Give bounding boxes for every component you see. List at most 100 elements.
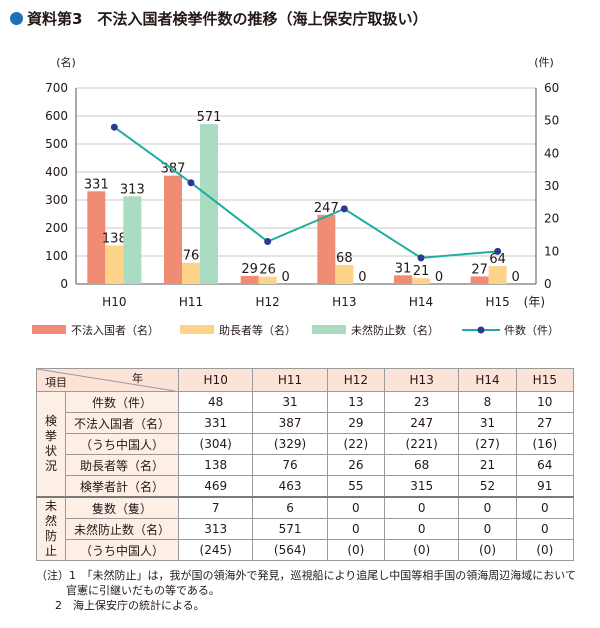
bar: [123, 196, 142, 284]
table-cell: (564): [252, 539, 328, 561]
table-row-label: 検挙者計（名）: [65, 475, 179, 498]
bar-data-label: 0: [282, 270, 290, 285]
legend-swatch-illegal-entrants: [32, 325, 66, 334]
bar-data-label: 21: [413, 264, 430, 279]
table-corner: 年 項目: [36, 368, 179, 392]
table-row-label: 隻数（隻）: [65, 496, 179, 519]
y-left-tick-label: 300: [45, 193, 68, 207]
table-cell: (221): [383, 433, 460, 455]
table-cell: 313: [177, 518, 254, 540]
table-row: 未然防止数（名） 313 571 0 0 0 0: [37, 518, 575, 540]
table-cell: 247: [383, 412, 460, 434]
table-cell: 331: [177, 412, 254, 434]
table-year-header: H13: [383, 368, 460, 392]
table-cell: 0: [383, 496, 460, 519]
table-cell: (304): [177, 433, 254, 455]
x-tick-label: H11: [179, 295, 203, 309]
table-group-label: 未然防止: [36, 496, 66, 561]
bar: [164, 175, 182, 284]
table-cell: 0: [326, 518, 386, 540]
table-cell: 64: [515, 454, 575, 476]
chart: 0 100 200 300 400 500 600 700 0 10 20 30 40 50 60 (名) (件…: [45, 55, 559, 309]
legend-item-cases: 件数（件）: [462, 322, 559, 338]
table-cell: 463: [252, 475, 328, 498]
table-row: 不法入国者（名） 331 387 29 247 31 27: [37, 412, 575, 434]
cases-point: [417, 254, 425, 262]
table-cell: 0: [383, 518, 460, 540]
y-left-tick-label: 400: [45, 165, 68, 179]
table-row-label: （うち中国人）: [65, 539, 179, 561]
bar-data-label: 247: [314, 201, 339, 216]
table-row: 未然防止隻数（隻） 7 6 0 0 0 0: [36, 496, 575, 561]
table-row: 検挙者計（名） 469 463 55 315 52 91: [37, 475, 575, 498]
legend-item-illegal-entrants: 不法入国者（名）: [32, 322, 159, 338]
notes: （注）1 「未然防止」は，我が国の領海外で発見，巡視船により追尾し中国等相手国の…: [36, 568, 576, 613]
bar-data-label: 31: [395, 261, 412, 276]
table-cell: 13: [326, 391, 386, 413]
y-right-tick-label: 50: [544, 114, 559, 128]
table-cell: 571: [252, 518, 328, 540]
y-left-tick-label: 200: [45, 221, 68, 235]
table-group-label: 検挙状況: [36, 391, 66, 498]
cases-point: [110, 123, 118, 131]
bar: [105, 245, 124, 284]
table-row-label: 未然防止数（名）: [65, 518, 179, 540]
note-2: 2 海上保安庁の統計による。: [55, 599, 205, 612]
table-row-label: 助長者等（名）: [65, 454, 179, 476]
bar-data-label: 571: [197, 110, 222, 125]
table-cell: (0): [326, 539, 386, 561]
bar: [87, 191, 106, 284]
bar-data-label: 76: [183, 249, 200, 264]
table-year-header: H12: [326, 368, 386, 392]
table-row-label: （うち中国人）: [65, 433, 179, 455]
x-tick-label: H10: [102, 295, 126, 309]
table-cell: 31: [252, 391, 328, 413]
x-tick-label: H14: [409, 295, 433, 309]
bar-data-label: 64: [489, 252, 506, 267]
page-title: 資料第3 不法入国者検挙件数の推移（海上保安庁取扱い）: [10, 8, 427, 29]
bar: [412, 278, 430, 284]
table-cell: (27): [458, 433, 517, 455]
table-row: （うち中国人） (245) (564) (0) (0) (0) (0): [37, 539, 575, 561]
table-year-header: H14: [458, 368, 517, 392]
data-table: 年 項目 H10 H11 H12 H13 H14 H15 検挙状況件数（件） 48…: [36, 368, 575, 561]
y-left-tick-label: 600: [45, 109, 68, 123]
table-row-label: 不法入国者（名）: [65, 412, 179, 434]
table-cell: 21: [458, 454, 517, 476]
bar-data-label: 27: [471, 262, 488, 277]
y-left-tick-label: 500: [45, 137, 68, 151]
bar-data-label: 331: [84, 177, 109, 192]
table-cell: (22): [326, 433, 386, 455]
table-header-row: 年 項目 H10 H11 H12 H13 H14 H15: [36, 368, 575, 392]
y-right-tick-label: 60: [544, 81, 559, 95]
y-right-tick-label: 20: [544, 212, 559, 226]
table-cell: 26: [326, 454, 386, 476]
cases-point: [340, 205, 348, 213]
bar: [258, 276, 277, 284]
y-right-tick-label: 40: [544, 146, 559, 160]
cases-point: [187, 179, 195, 187]
x-axis-suffix: (年): [524, 295, 545, 309]
table-cell: 91: [515, 475, 575, 498]
table-cell: (16): [515, 433, 575, 455]
table-year-header: H11: [252, 368, 328, 392]
table-year-header: H10: [177, 368, 254, 392]
bar-data-label: 0: [435, 270, 443, 285]
bar: [200, 124, 218, 285]
y-left-axis-label: (名): [56, 55, 76, 69]
y-right-axis-label: (件): [534, 56, 554, 69]
table-row: 助長者等（名） 138 76 26 68 21 64: [37, 454, 575, 476]
y-right-tick-label: 0: [544, 277, 552, 291]
note-1-continued: 官憲に引継いだもの等である。: [66, 584, 220, 597]
table-year-header: H15: [515, 368, 575, 392]
x-tick-label: H13: [332, 295, 356, 309]
bar-data-label: 138: [102, 231, 127, 246]
bar: [470, 276, 489, 284]
table-cell: 0: [326, 496, 386, 519]
y-right-tick-label: 30: [544, 179, 559, 193]
bar: [394, 275, 412, 284]
table-cell: 31: [458, 412, 517, 434]
table-cell: 55: [326, 475, 386, 498]
y-left-tick-label: 0: [60, 277, 68, 291]
title-bullet-icon: [10, 12, 23, 25]
